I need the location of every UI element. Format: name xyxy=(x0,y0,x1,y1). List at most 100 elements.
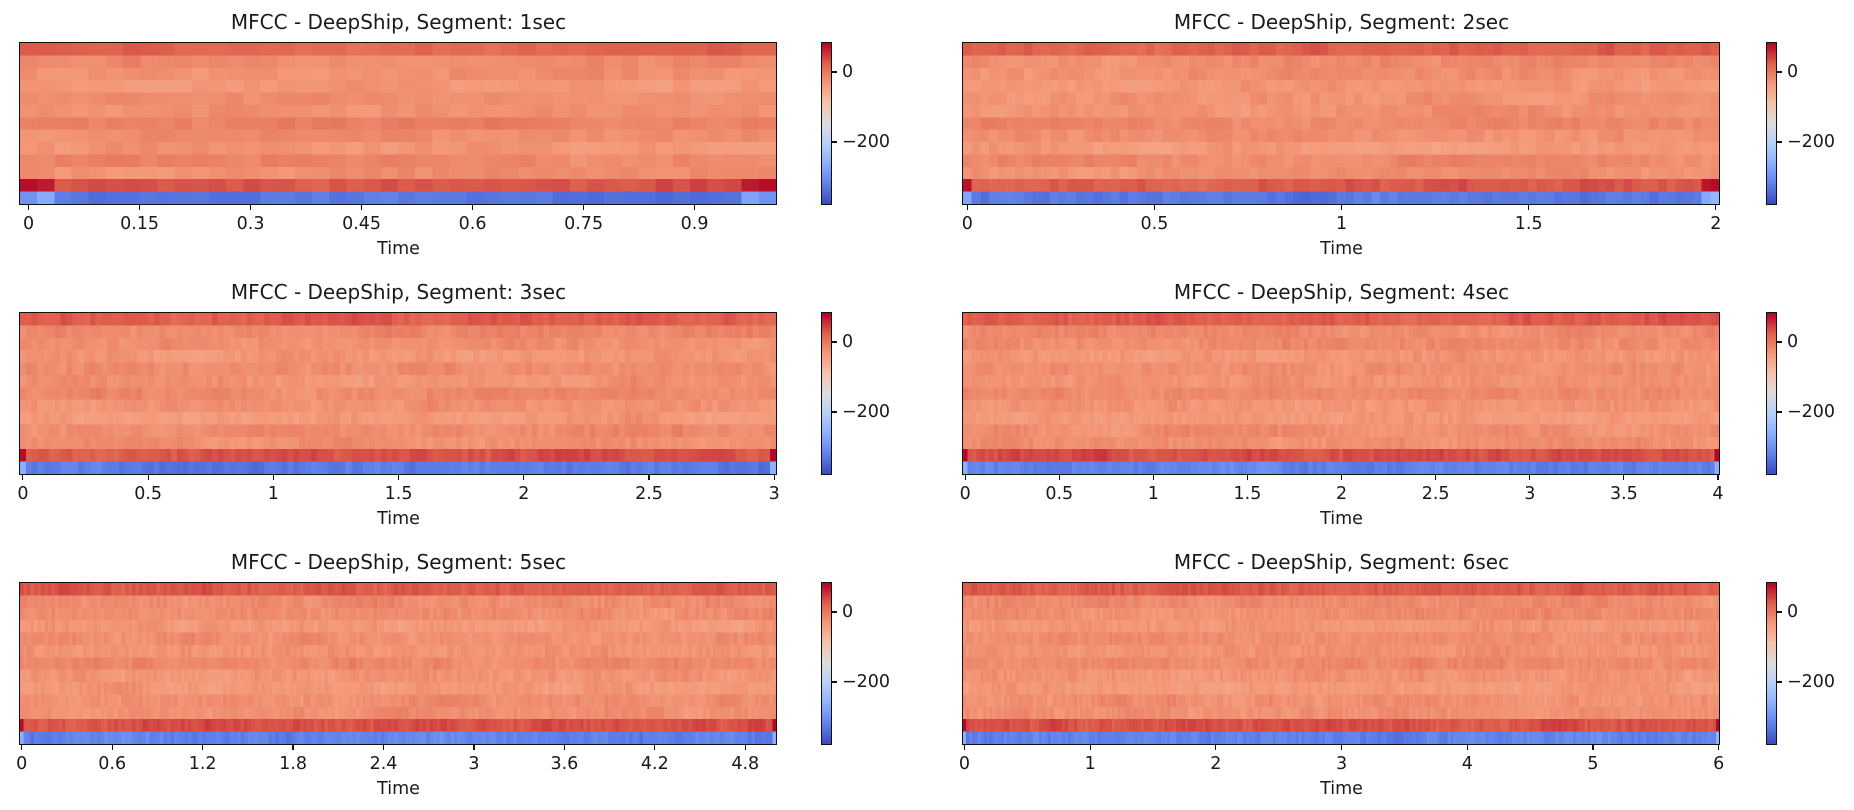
x-tick-mark xyxy=(1246,474,1249,480)
heatmap-plot-area xyxy=(19,42,777,205)
x-tick-mark xyxy=(360,204,363,210)
heatmap-cells xyxy=(20,583,776,744)
x-tick-label: 0 xyxy=(23,214,35,234)
heatmap-cells xyxy=(963,583,1719,744)
x-tick-label: 0 xyxy=(959,484,971,504)
x-tick-label: 6 xyxy=(1713,754,1725,774)
x-tick-mark xyxy=(1340,204,1343,210)
x-tick-label: 1.5 xyxy=(384,484,413,504)
x-tick-label: 0 xyxy=(16,754,28,774)
chart-panel-6sec: MFCC - DeepShip, Segment: 6sec 0 1 2 3 4 5 6 T… xyxy=(943,540,1843,810)
colorbar-tick-label: 0 xyxy=(842,602,854,623)
x-tick-label: 0 xyxy=(17,484,29,504)
colorbar-tick-label: −200 xyxy=(1787,132,1836,153)
x-tick-label: 0.5 xyxy=(1045,484,1074,504)
x-tick-label: 1.8 xyxy=(279,754,307,774)
colorbar xyxy=(1766,582,1777,745)
colorbar-tick-mark xyxy=(1776,411,1782,413)
x-tick-mark xyxy=(111,744,113,750)
x-tick-label: 2.5 xyxy=(1421,484,1450,504)
colorbar-tick-mark xyxy=(1776,341,1782,343)
x-tick-mark xyxy=(1153,204,1156,210)
x-tick-label: 3 xyxy=(1524,484,1536,504)
x-axis-label: Time xyxy=(377,239,420,259)
x-tick-mark xyxy=(27,204,30,210)
x-tick-mark xyxy=(292,744,294,750)
x-tick-label: 0 xyxy=(958,754,971,774)
x-tick-label: 1.2 xyxy=(188,754,217,774)
colorbar xyxy=(821,312,832,475)
x-tick-mark xyxy=(773,474,775,480)
x-tick-label: 2.5 xyxy=(635,484,663,504)
heatmap-plot-area xyxy=(19,312,777,475)
x-tick-mark xyxy=(1215,744,1217,750)
x-tick-mark xyxy=(1340,474,1343,480)
colorbar xyxy=(821,582,832,745)
colorbar xyxy=(1766,42,1777,205)
x-axis-label: Time xyxy=(377,509,420,529)
x-tick-label: 0.75 xyxy=(564,214,604,234)
chart-title: MFCC - DeepShip, Segment: 6sec xyxy=(1173,550,1510,574)
x-tick-label: 2.4 xyxy=(369,754,398,774)
x-tick-mark xyxy=(471,204,474,210)
x-tick-label: 0.5 xyxy=(1140,214,1169,234)
colorbar-tick-label: −200 xyxy=(1787,402,1836,423)
colorbar-gradient xyxy=(822,583,831,744)
x-tick-label: 0.6 xyxy=(98,754,127,774)
x-tick-mark xyxy=(249,204,252,210)
colorbar xyxy=(1766,312,1777,475)
x-tick-mark xyxy=(1718,744,1720,750)
x-tick-label: 1 xyxy=(1084,754,1096,774)
x-tick-label: 4 xyxy=(1712,484,1724,504)
chart-title: MFCC - DeepShip, Segment: 4sec xyxy=(1173,280,1510,304)
colorbar-tick-mark xyxy=(831,71,837,73)
x-tick-mark xyxy=(22,474,24,480)
x-tick-mark xyxy=(583,204,585,210)
x-tick-label: 3.6 xyxy=(550,754,579,774)
x-tick-label: 1 xyxy=(1147,484,1159,504)
x-tick-mark xyxy=(744,744,746,750)
x-tick-label: 0.3 xyxy=(236,214,265,234)
heatmap-plot-area xyxy=(962,42,1720,205)
x-tick-mark xyxy=(1058,474,1060,480)
heatmap-cells xyxy=(963,313,1719,474)
colorbar-tick-label: 0 xyxy=(842,332,854,353)
x-tick-mark xyxy=(272,474,274,480)
x-axis-label: Time xyxy=(377,779,420,799)
colorbar-tick-mark xyxy=(1776,681,1782,683)
chart-panel-4sec: MFCC - DeepShip, Segment: 4sec 0 0.5 1 1.5 2… xyxy=(943,270,1843,540)
x-tick-mark xyxy=(523,474,525,480)
x-tick-mark xyxy=(563,744,565,750)
x-tick-label: 2 xyxy=(518,484,530,504)
x-tick-mark xyxy=(473,744,475,750)
colorbar-tick-label: 0 xyxy=(1787,62,1799,83)
x-tick-label: 3 xyxy=(768,484,780,504)
chart-title: MFCC - DeepShip, Segment: 2sec xyxy=(1173,10,1510,34)
colorbar-tick-label: −200 xyxy=(842,132,891,153)
x-tick-label: 0.15 xyxy=(120,214,160,234)
colorbar-tick-label: −200 xyxy=(1787,672,1836,693)
x-tick-label: 0.9 xyxy=(680,214,709,234)
colorbar-tick-mark xyxy=(831,141,837,143)
x-tick-mark xyxy=(648,474,650,480)
chart-title: MFCC - DeepShip, Segment: 3sec xyxy=(230,280,567,304)
x-tick-mark xyxy=(694,204,696,210)
heatmap-cells xyxy=(20,43,776,204)
x-tick-label: 1 xyxy=(1336,214,1348,234)
colorbar-gradient xyxy=(822,313,831,474)
x-tick-mark xyxy=(382,744,385,750)
colorbar-gradient xyxy=(1767,43,1776,204)
x-tick-mark xyxy=(966,204,968,210)
x-tick-label: 2 xyxy=(1210,754,1222,774)
x-tick-mark xyxy=(21,744,23,750)
x-tick-mark xyxy=(1466,744,1468,750)
x-tick-label: 1 xyxy=(267,484,279,504)
x-tick-mark xyxy=(1340,744,1343,750)
x-tick-mark xyxy=(147,474,149,480)
x-tick-mark xyxy=(1435,474,1437,480)
x-tick-label: 5 xyxy=(1587,754,1599,774)
x-tick-mark xyxy=(654,744,656,750)
colorbar-tick-mark xyxy=(831,681,837,683)
x-tick-mark xyxy=(1089,744,1091,750)
x-tick-label: 1.5 xyxy=(1233,484,1262,504)
